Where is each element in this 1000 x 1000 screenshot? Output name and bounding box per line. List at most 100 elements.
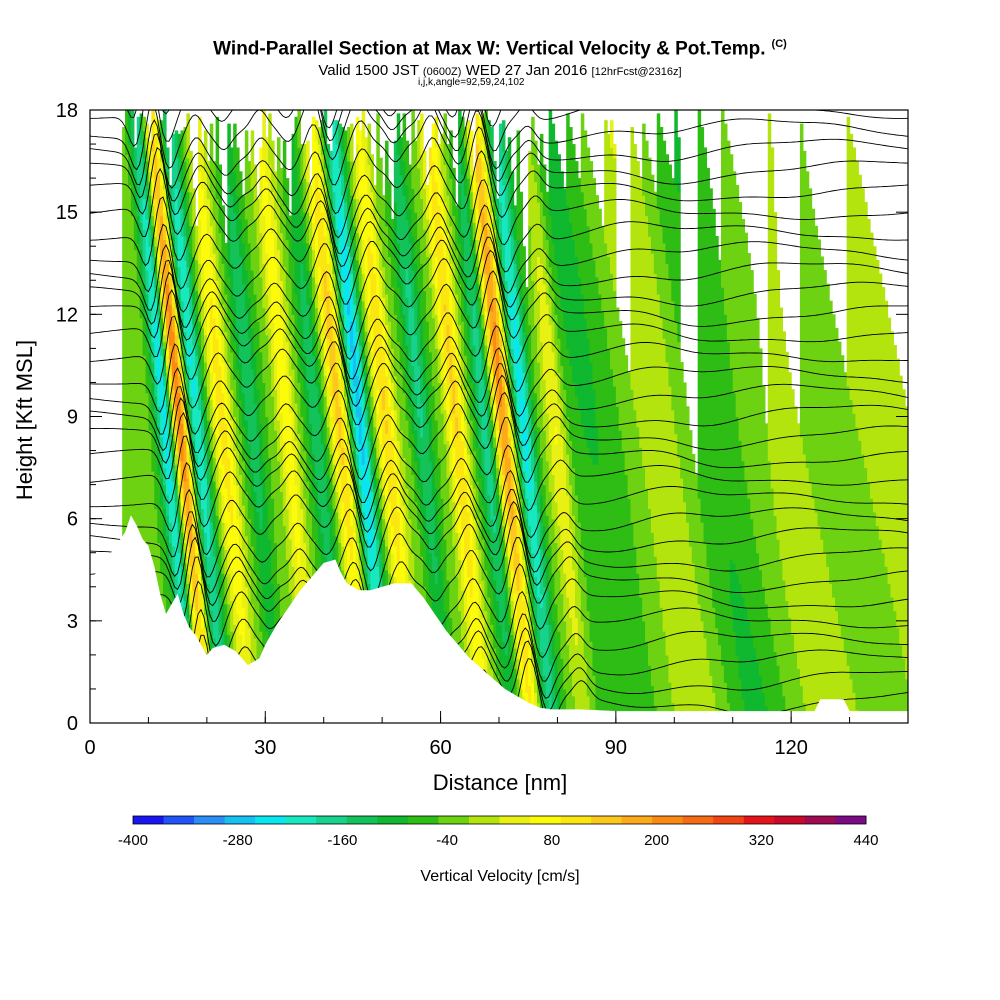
velocity-cell: [659, 225, 664, 319]
velocity-cell: [192, 283, 196, 305]
velocity-cell: [221, 545, 225, 574]
velocity-cell: [452, 344, 456, 380]
velocity-cell: [192, 505, 196, 520]
velocity-cell: [566, 348, 570, 418]
velocity-cell: [446, 259, 450, 288]
velocity-cell: [551, 658, 556, 723]
velocity-cell: [770, 488, 775, 636]
velocity-cell: [607, 256, 611, 349]
velocity-cell: [168, 379, 173, 387]
velocity-cell: [572, 467, 576, 516]
velocity-cell: [312, 324, 316, 356]
velocity-cell: [423, 188, 427, 230]
velocity-cell: [256, 389, 261, 438]
velocity-cell: [189, 396, 193, 411]
velocity-cell: [233, 212, 237, 298]
velocity-cell: [522, 331, 526, 353]
velocity-cell: [154, 348, 158, 377]
velocity-cell: [437, 205, 442, 292]
velocity-cell: [516, 293, 521, 315]
velocity-cell: [364, 280, 369, 309]
velocity-cell: [563, 426, 567, 462]
velocity-cell: [309, 270, 313, 298]
velocity-cell: [379, 508, 383, 533]
velocity-cell: [338, 123, 342, 149]
velocity-cell: [370, 191, 374, 220]
velocity-cell: [548, 110, 553, 217]
velocity-cell: [130, 110, 135, 145]
velocity-cell: [341, 174, 345, 196]
velocity-cell: [274, 351, 278, 390]
velocity-cell: [355, 481, 360, 496]
velocity-cell: [390, 436, 395, 527]
velocity-cell: [875, 259, 880, 527]
velocity-cell: [154, 198, 158, 217]
velocity-cell: [583, 208, 588, 319]
velocity-cell: [341, 464, 345, 503]
velocity-cell: [364, 331, 369, 356]
velocity-cell: [317, 164, 322, 193]
velocity-cell: [563, 389, 567, 428]
velocity-cell: [244, 419, 249, 455]
velocity-cell: [501, 556, 506, 584]
velocity-cell: [312, 249, 316, 278]
velocity-cell: [761, 586, 766, 693]
velocity-cell: [417, 120, 421, 169]
velocity-cell: [475, 481, 480, 520]
velocity-cell: [519, 419, 523, 441]
velocity-cell: [285, 341, 290, 380]
velocity-cell: [250, 505, 255, 547]
velocity-cell: [463, 586, 468, 622]
velocity-cell: [501, 539, 506, 557]
velocity-cell: [510, 348, 515, 367]
velocity-cell: [151, 382, 155, 411]
theta-contour-line: [90, 556, 908, 646]
theta-contour-line: [90, 362, 908, 435]
velocity-cell: [817, 239, 821, 527]
velocity-cell: [461, 116, 465, 142]
velocity-cell: [653, 273, 658, 557]
velocity-cell: [656, 293, 661, 581]
velocity-cell: [332, 287, 336, 302]
velocity-cell: [341, 297, 345, 315]
velocity-cell: [525, 470, 529, 499]
velocity-cell: [358, 542, 363, 561]
velocity-cell: [326, 290, 331, 339]
velocity-cell: [344, 331, 348, 346]
velocity-cell: [338, 406, 342, 448]
velocity-cell: [218, 545, 223, 571]
velocity-cell: [630, 127, 634, 390]
velocity-cell: [209, 256, 214, 298]
velocity-cell: [367, 457, 372, 482]
velocity-cell: [522, 559, 526, 578]
velocity-cell: [350, 559, 354, 601]
velocity-cell: [499, 447, 503, 462]
velocity-cell: [437, 290, 442, 322]
velocity-cell: [127, 184, 132, 723]
velocity-cell: [425, 423, 430, 530]
velocity-cell: [168, 402, 173, 411]
velocity-cell: [501, 297, 506, 312]
velocity-cell: [335, 450, 339, 472]
velocity-cell: [542, 484, 547, 527]
velocity-cell: [425, 184, 430, 220]
velocity-cell: [335, 120, 339, 145]
velocity-cell: [849, 133, 854, 401]
velocity-cell: [560, 307, 564, 367]
velocity-cell: [320, 212, 325, 302]
velocity-cell: [300, 263, 304, 315]
velocity-cell: [496, 637, 500, 676]
velocity-cell: [355, 440, 360, 455]
velocity-cell: [466, 120, 471, 142]
velocity-cell: [329, 433, 334, 455]
velocity-cell: [177, 375, 182, 394]
velocity-cell: [487, 375, 491, 390]
theta-contour-line: [90, 126, 908, 215]
velocity-cell: [238, 634, 243, 676]
velocity-cell: [443, 443, 448, 540]
velocity-cell: [551, 242, 556, 292]
velocity-cell: [475, 239, 480, 254]
velocity-cell: [481, 341, 485, 360]
velocity-cell: [782, 695, 786, 723]
velocity-cell: [177, 467, 182, 479]
